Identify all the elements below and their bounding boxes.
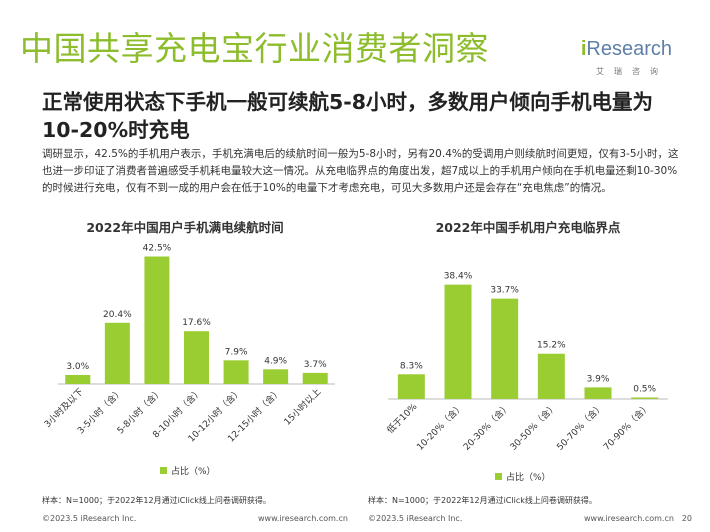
- data-label: 8.3%: [400, 361, 423, 371]
- data-label: 0.5%: [633, 385, 656, 395]
- bar: [65, 375, 91, 384]
- x-tick-label: 20-30%（含）: [461, 401, 513, 453]
- body-paragraph: 调研显示，42.5%的手机用户表示，手机充满电后的续航时间一般为5-8小时，另有…: [42, 148, 679, 194]
- chart-battery-life: 2022年中国用户手机满电续航时间3.0%3小时及以下20.4%3-5小时（含）…: [42, 220, 335, 477]
- sample-note-right: 样本：N=1000；于2022年12月通过iClick线上问卷调研获得。: [368, 496, 597, 505]
- bar: [444, 284, 472, 399]
- legend-swatch: [495, 473, 502, 480]
- legend-label: 占比（%）: [506, 471, 551, 483]
- x-tick-label: 30-50%（含）: [507, 401, 559, 453]
- bar: [584, 387, 612, 399]
- x-tick-label: 10-20%（含）: [414, 401, 466, 453]
- x-tick-label: 15小时以上: [281, 386, 323, 428]
- bar: [144, 256, 170, 384]
- bar: [631, 397, 659, 399]
- bar: [223, 360, 249, 384]
- bar: [184, 331, 209, 384]
- bar: [104, 322, 130, 384]
- data-label: 42.5%: [143, 244, 172, 254]
- page-subtitle: 正常使用状态下手机一般可续航5-8小时，多数用户倾向手机电量为10-20%时充电: [42, 90, 654, 142]
- logo-subtitle: 艾瑞咨询: [596, 67, 668, 76]
- data-label: 3.0%: [66, 362, 89, 372]
- logo-wordmark: iResearch: [580, 38, 672, 60]
- iresearch-logo: iResearch 艾瑞咨询: [566, 38, 672, 82]
- footer-url-left: www.iresearch.com.cn: [258, 514, 348, 523]
- chart-charging-threshold: 2022年中国手机用户充电临界点 8.3% 低于10% 38.4% 10-20%（含） 3…: [384, 220, 668, 483]
- bar: [537, 353, 565, 399]
- footer-copyright-left: ©2023.5 iResearch Inc.: [42, 514, 137, 523]
- bar: [263, 369, 289, 384]
- data-label: 3.7%: [304, 360, 327, 370]
- bar: [302, 372, 328, 384]
- data-label: 15.2%: [537, 341, 566, 351]
- x-tick-label: 50-70%（含）: [554, 401, 606, 453]
- page-number: 20: [681, 514, 692, 523]
- bar: [491, 298, 519, 399]
- footer-url-right: www.iresearch.com.cn: [584, 514, 674, 523]
- data-label: 38.4%: [444, 272, 473, 282]
- bar: [397, 374, 425, 399]
- legend-swatch: [160, 467, 167, 474]
- x-tick-label: 低于10%: [384, 400, 420, 436]
- data-label: 4.9%: [264, 356, 287, 366]
- data-label: 17.6%: [182, 318, 211, 328]
- legend-label: 占比（%）: [171, 465, 216, 477]
- x-tick-label: 3小时及以下: [42, 386, 86, 430]
- data-label: 3.9%: [587, 374, 610, 384]
- page-title: 中国共享充电宝行业消费者洞察: [20, 29, 489, 68]
- footer-copyright-right: ©2023.5 iResearch Inc.: [368, 514, 463, 523]
- sample-note-left: 样本：N=1000；于2022年12月通过iClick线上问卷调研获得。: [42, 496, 271, 505]
- chart-title: 2022年中国手机用户充电临界点: [436, 220, 621, 235]
- data-label: 7.9%: [225, 347, 248, 357]
- x-tick-label: 70-90%（含）: [601, 401, 653, 453]
- data-label: 20.4%: [103, 310, 132, 320]
- data-label: 33.7%: [490, 286, 519, 296]
- chart-title: 2022年中国用户手机满电续航时间: [86, 220, 283, 235]
